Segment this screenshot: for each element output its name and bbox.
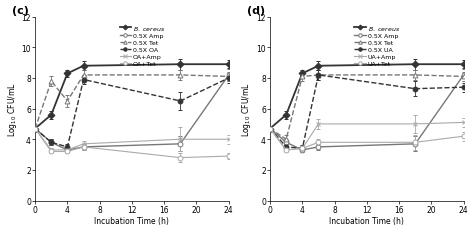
Text: (c): (c) xyxy=(12,6,29,15)
Legend: $\it{B.\ cereus}$, 0.5X Amp, 0.5X Tet, 0.5X OA, OA+Amp, OA+Tet: $\it{B.\ cereus}$, 0.5X Amp, 0.5X Tet, 0… xyxy=(119,24,165,67)
X-axis label: Incubation Time (h): Incubation Time (h) xyxy=(329,216,404,225)
Legend: $\it{B.\ cereus}$, 0.5X Amp, 0.5X Tet, 0.5X UA, UA+Amp, UA+Tet: $\it{B.\ cereus}$, 0.5X Amp, 0.5X Tet, 0… xyxy=(355,24,400,67)
Text: (d): (d) xyxy=(247,6,265,15)
Y-axis label: Log$_{10}$ CFU/mL: Log$_{10}$ CFU/mL xyxy=(6,82,18,137)
Y-axis label: Log$_{10}$ CFU/mL: Log$_{10}$ CFU/mL xyxy=(240,82,254,137)
X-axis label: Incubation Time (h): Incubation Time (h) xyxy=(94,216,169,225)
